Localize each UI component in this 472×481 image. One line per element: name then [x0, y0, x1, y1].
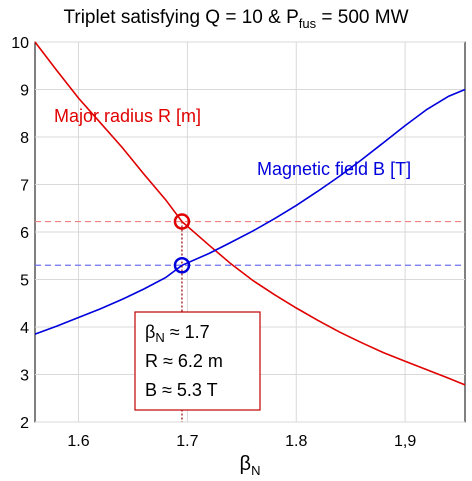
series-line-major-radius: [34, 41, 466, 386]
y-tick-label: 7: [20, 178, 29, 195]
tick-labels: 1.6 1.7 1.8 1,9 2 3 4 5 6 7 8 9 10: [11, 35, 416, 450]
radius-marker: [173, 213, 191, 230]
y-tick-label: 10: [11, 35, 29, 52]
annotation-box: [134, 311, 261, 411]
y-tick-label: 4: [20, 320, 29, 337]
annotation-beta: βN ≈ 1.7: [145, 322, 210, 345]
annotation-field: B ≈ 5.3 T: [145, 380, 218, 400]
x-tick-label: 1.6: [67, 433, 89, 450]
y-tick-label: 8: [20, 130, 29, 147]
y-tick-label: 5: [20, 273, 29, 290]
y-tick-label: 2: [20, 415, 29, 432]
x-tick-label: 1.7: [176, 433, 198, 450]
y-tick-label: 9: [20, 83, 29, 100]
series-lines: [34, 41, 466, 386]
series-label-magnetic-field: Magnetic field B [T]: [257, 159, 411, 179]
x-tick-label: 1,9: [394, 433, 416, 450]
annotation-radius: R ≈ 6.2 m: [145, 351, 223, 371]
series-line-magnetic-field: [34, 88, 466, 335]
chart-title: Triplet satisfying Q = 10 & Pfus = 500 M…: [63, 7, 408, 31]
series-label-major-radius: Major radius R [m]: [54, 106, 201, 126]
field-marker: [173, 257, 191, 274]
intersection-markers: [173, 213, 191, 274]
x-axis-label: βN: [240, 453, 261, 478]
y-tick-label: 3: [20, 368, 29, 385]
x-tick-label: 1.8: [285, 433, 307, 450]
y-tick-label: 6: [20, 225, 29, 242]
